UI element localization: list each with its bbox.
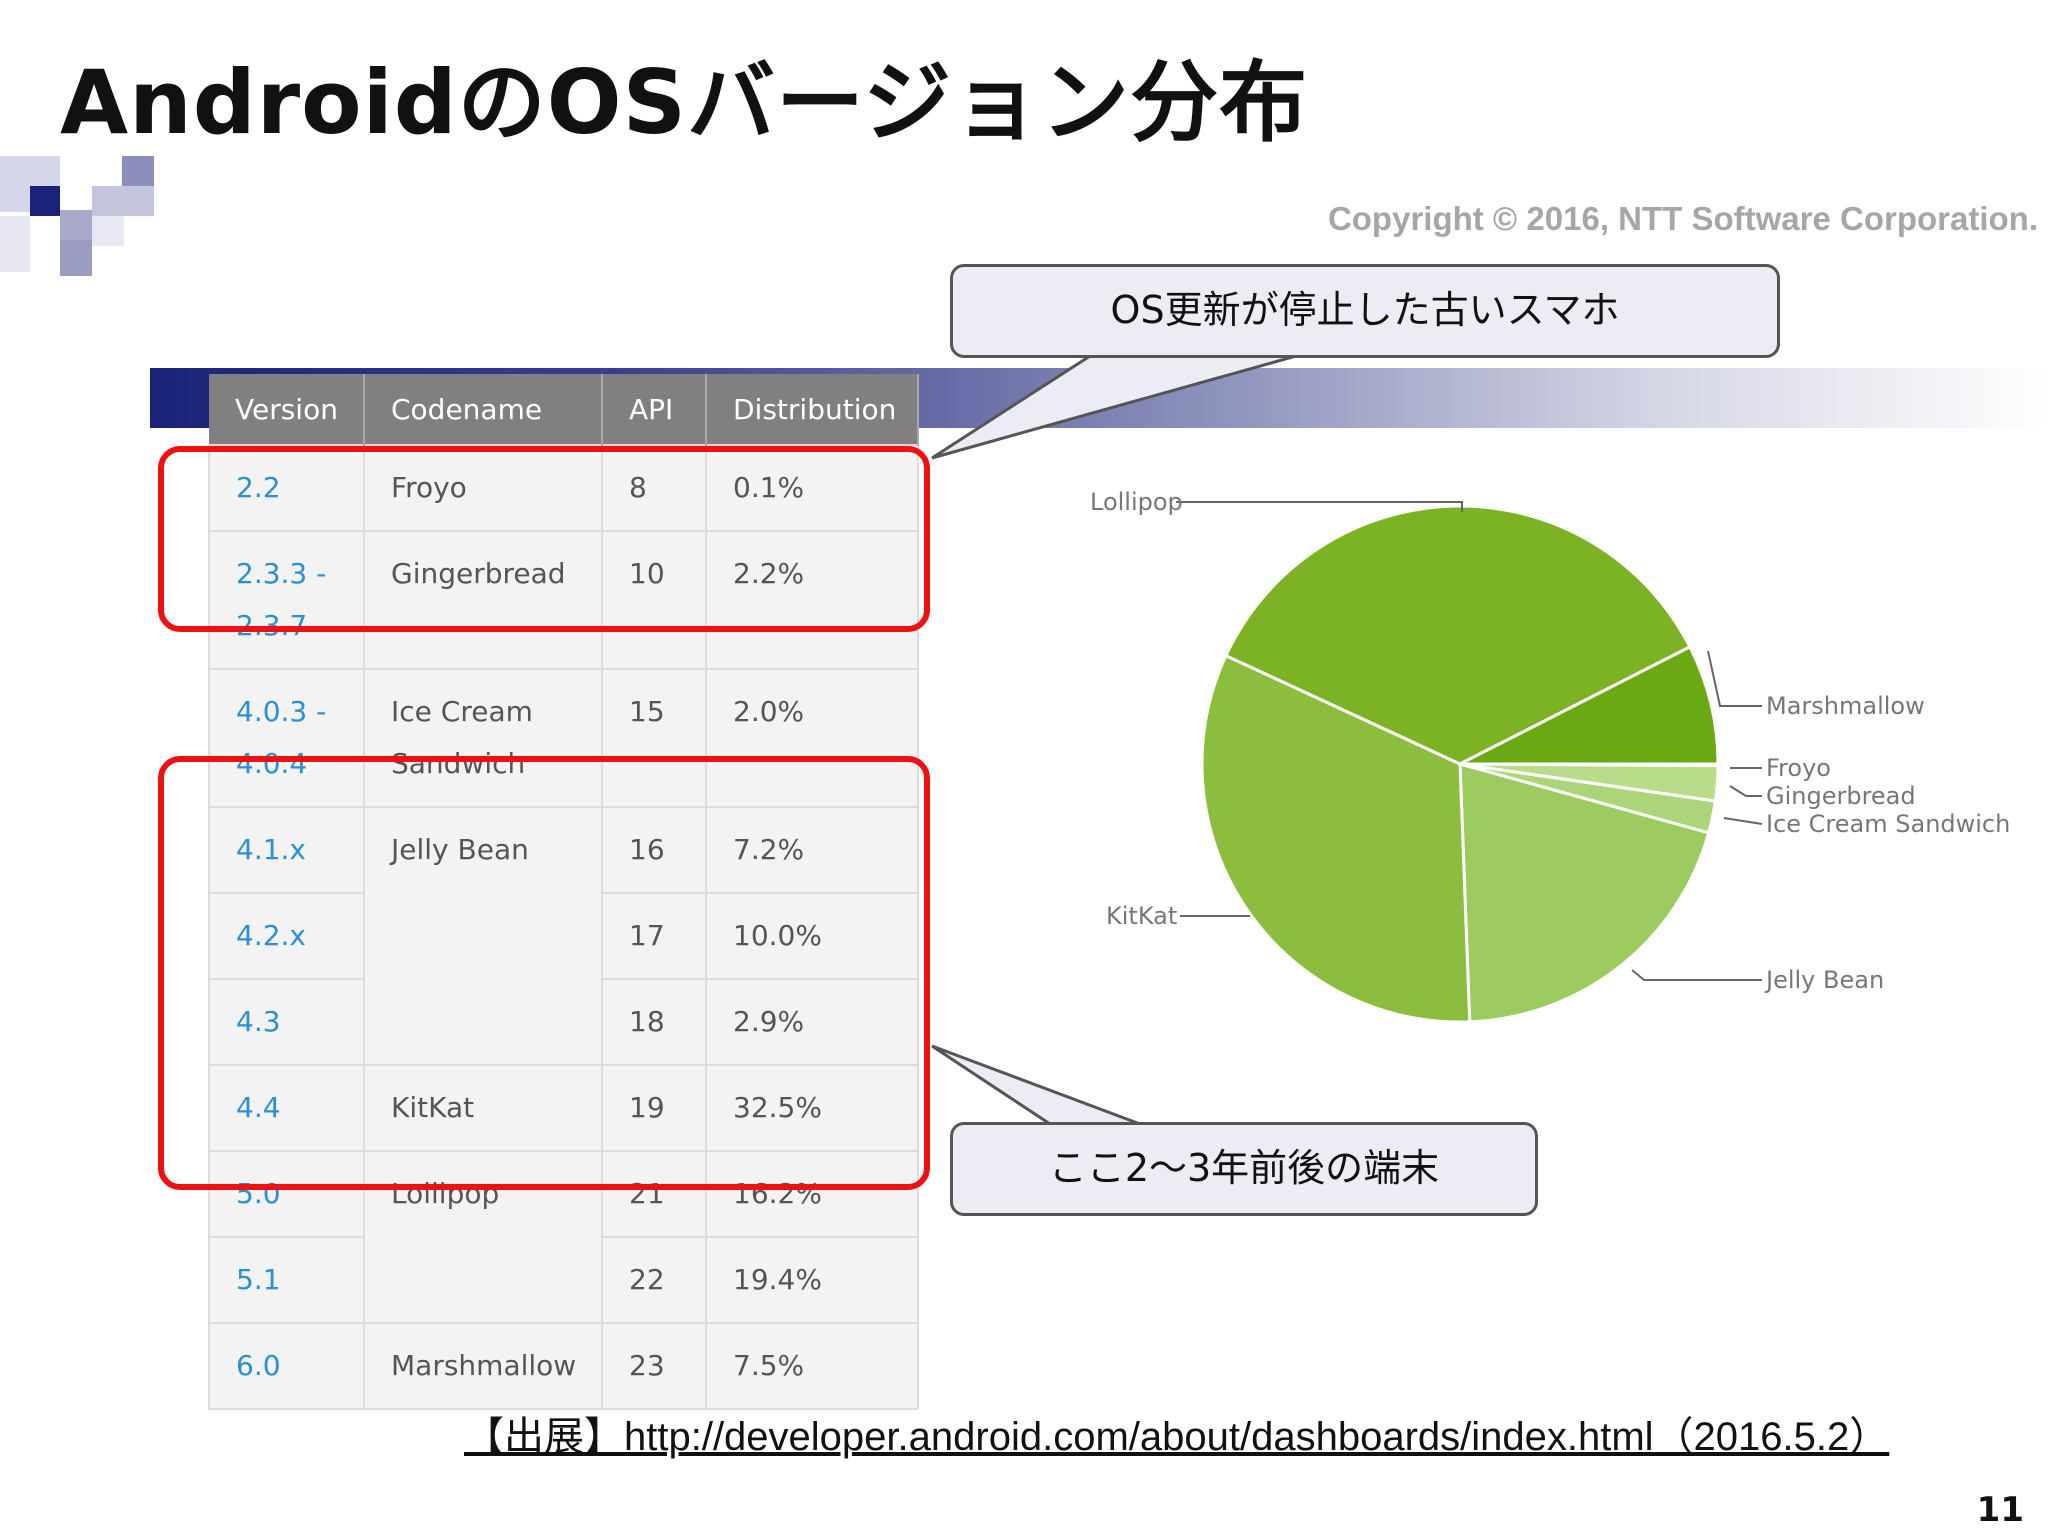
codename-cell: Gingerbread xyxy=(363,530,603,670)
distribution-cell: 32.5% xyxy=(705,1064,919,1152)
callout-tail-old xyxy=(931,354,1297,460)
leader-lines xyxy=(1176,501,1763,981)
api-cell: 16 xyxy=(601,806,707,894)
api-cell: 21 xyxy=(601,1150,707,1238)
callout-recent-devices: ここ2～3年前後の端末 xyxy=(950,1122,1538,1216)
distribution-cell: 7.5% xyxy=(705,1322,919,1410)
leader-line-gingerbread xyxy=(1729,785,1762,797)
pie-label-froyo: Froyo xyxy=(1766,754,1831,782)
table-row: 4.3 18 2.9% xyxy=(208,978,919,1066)
deco-square xyxy=(92,216,124,246)
deco-square xyxy=(60,240,92,276)
table-row: 5.1 22 19.4% xyxy=(208,1236,919,1324)
api-cell: 19 xyxy=(601,1064,707,1152)
codename-cell: Froyo xyxy=(363,444,603,532)
pie-label-gingerbread: Gingerbread xyxy=(1766,782,1916,810)
pie-slice-marshmallow xyxy=(1459,644,1720,766)
header-codename: Codename xyxy=(364,374,603,445)
copyright-text: Copyright © 2016, NTT Software Corporati… xyxy=(1327,200,2038,237)
deco-square xyxy=(122,156,154,186)
callout-old-phones: OS更新が停止した古いスマホ xyxy=(950,264,1780,358)
codename-cell: Lollipop xyxy=(363,1150,603,1324)
version-link[interactable]: 5.1 xyxy=(208,1236,365,1324)
version-table: Version Codename API Distribution 2.2 Fr… xyxy=(208,374,919,1410)
source-citation[interactable]: 【出展】http://developer.android.com/about/d… xyxy=(464,1415,1890,1459)
pie-label-lollipop: Lollipop xyxy=(1090,488,1183,516)
callout-tail-recent xyxy=(931,1044,1141,1126)
pie-label-ics: Ice Cream Sandwich xyxy=(1766,810,2010,838)
distribution-cell: 2.2% xyxy=(705,530,919,670)
version-link[interactable]: 4.4 xyxy=(208,1064,365,1152)
api-cell: 8 xyxy=(601,444,707,532)
table-row: 4.0.3 -4.0.4 Ice Cream Sandwich 15 2.0% xyxy=(208,668,919,808)
leader-line-lollipop xyxy=(1176,501,1463,512)
version-link[interactable]: 2.3.3 -2.3.7 xyxy=(208,530,365,670)
header-api: API xyxy=(602,374,707,445)
header-distribution: Distribution xyxy=(706,374,919,445)
highlight-recent-versions xyxy=(158,756,930,1190)
table-row: 5.0 Lollipop 21 16.2% xyxy=(208,1150,919,1324)
codename-cell: Jelly Bean xyxy=(363,806,603,1066)
api-cell: 18 xyxy=(601,978,707,1066)
table-row: 6.0 Marshmallow 23 7.5% xyxy=(208,1322,919,1410)
deco-square xyxy=(92,186,154,216)
codename-cell: KitKat xyxy=(363,1064,603,1152)
api-cell: 10 xyxy=(601,530,707,670)
distribution-cell: 19.4% xyxy=(705,1236,919,1324)
table-row: 4.2.x 17 10.0% xyxy=(208,892,919,980)
distribution-cell: 2.0% xyxy=(705,668,919,808)
slide-title: AndroidのOSバージョン分布 xyxy=(60,51,1309,154)
distribution-cell: 2.9% xyxy=(705,978,919,1066)
table-row: 4.4 KitKat 19 32.5% xyxy=(208,1064,919,1152)
pie-label-jellybean: Jelly Bean xyxy=(1764,966,1884,994)
distribution-cell: 7.2% xyxy=(705,806,919,894)
api-cell: 23 xyxy=(601,1322,707,1410)
header-version: Version xyxy=(209,374,365,445)
highlight-old-versions xyxy=(158,446,930,632)
version-link[interactable]: 4.3 xyxy=(208,978,365,1066)
distribution-cell: 16.2% xyxy=(705,1150,919,1238)
version-link[interactable]: 6.0 xyxy=(208,1322,365,1410)
version-link[interactable]: 2.2 xyxy=(208,444,365,532)
pie-slice-jelly-bean xyxy=(1458,762,1711,1024)
table-row: 2.3.3 -2.3.7 Gingerbread 10 2.2% xyxy=(208,530,919,670)
deco-square xyxy=(0,216,30,272)
distribution-cell: 10.0% xyxy=(705,892,919,980)
version-link[interactable]: 4.0.3 -4.0.4 xyxy=(208,668,365,808)
api-cell: 22 xyxy=(601,1236,707,1324)
callout-old-text: OS更新が停止した古いスマホ xyxy=(1110,288,1620,332)
pie-chart xyxy=(1200,504,1720,1024)
api-cell: 17 xyxy=(601,892,707,980)
pie-labels: Lollipop Marshmallow Froyo Gingerbread I… xyxy=(1090,488,2010,994)
version-link[interactable]: 4.2.x xyxy=(208,892,365,980)
api-cell: 15 xyxy=(601,668,707,808)
callout-recent-text: ここ2～3年前後の端末 xyxy=(1048,1146,1440,1190)
version-link[interactable]: 4.1.x xyxy=(208,806,365,894)
leader-line-jellybean xyxy=(1631,969,1762,981)
pie-label-kitkat: KitKat xyxy=(1106,902,1177,930)
leader-line-ics xyxy=(1723,817,1763,825)
table-row: 4.1.x Jelly Bean 16 7.2% xyxy=(208,806,919,1066)
codename-cell: Ice Cream Sandwich xyxy=(363,668,603,808)
pie-label-marshmallow: Marshmallow xyxy=(1766,692,1925,720)
deco-square xyxy=(30,186,60,216)
codename-cell: Marshmallow xyxy=(363,1322,603,1410)
page-number: 11 xyxy=(1976,1490,2024,1530)
pie-slice-lollipop xyxy=(1223,504,1692,766)
pie-slice-kitkat xyxy=(1200,653,1472,1024)
leader-line-marshmallow xyxy=(1707,650,1762,707)
version-link[interactable]: 5.0 xyxy=(208,1150,365,1238)
